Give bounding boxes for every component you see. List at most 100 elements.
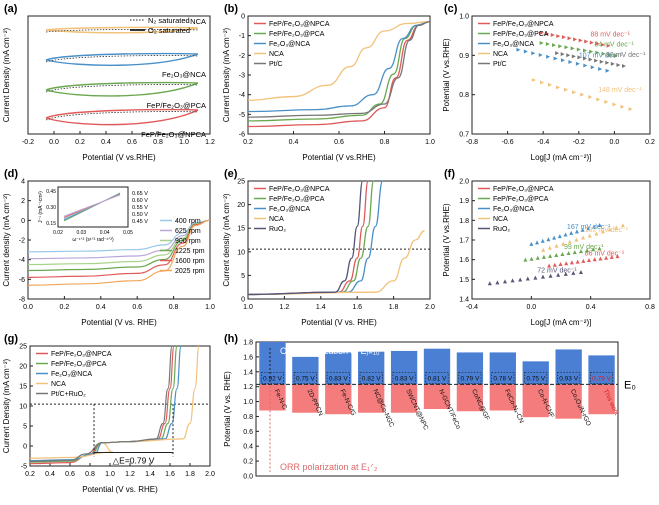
- data-point: [585, 248, 590, 253]
- y-axis-label: Current density (mA cm⁻²): [222, 193, 231, 286]
- data-point: [550, 33, 555, 38]
- data-point: [606, 43, 611, 48]
- y-tick-label: 0.4: [243, 444, 253, 451]
- legend-entry: Fe₂O₃@NCA: [493, 41, 534, 48]
- y-tick-label: 20: [237, 202, 245, 209]
- legend-entry: FeP/Fe₂O₃@NPCA: [493, 186, 554, 193]
- data-point: [605, 60, 610, 65]
- data-point: [615, 254, 620, 259]
- data-point: [552, 262, 557, 267]
- orr-bar: [456, 384, 484, 412]
- oer-bar: [423, 348, 451, 385]
- orr-bar: [423, 384, 451, 409]
- y-tick-label: -2: [239, 53, 245, 60]
- x-axis-label: Potential (V vs. RHE): [82, 485, 158, 494]
- legend-entry: NCA: [493, 51, 508, 58]
- tafel-slope-label: 84 mV dec⁻¹: [594, 42, 634, 49]
- oer-bar: [325, 352, 352, 385]
- data-point: [621, 64, 626, 69]
- delta-value-label: 0.78 V: [493, 375, 512, 382]
- y-tick-label: -5: [239, 112, 245, 119]
- legend-entry: Pt/C+RuO₂: [51, 391, 86, 398]
- x-tick-label: 0.0: [610, 139, 620, 146]
- data-point: [554, 243, 559, 248]
- y-tick-label: -1: [239, 33, 245, 40]
- data-point: [594, 231, 599, 236]
- data-point: [578, 38, 583, 43]
- x-tick-label: 1.8: [389, 304, 399, 311]
- data-point: [495, 280, 500, 285]
- data-point: [580, 92, 585, 97]
- y-tick-label: 25: [237, 179, 245, 186]
- data-point: [541, 254, 546, 259]
- data-point: [539, 30, 544, 35]
- cv-curve-o2: [45, 53, 199, 67]
- data-point: [555, 51, 560, 56]
- x-axis-label: Potential (V vs. RHE): [301, 318, 377, 327]
- data-point: [564, 45, 569, 50]
- y-tick-label: 1.0: [243, 399, 253, 406]
- x-tick-label: 0.0: [23, 304, 33, 311]
- legend-entry: FeP/Fe₂O₃@NPCA: [269, 21, 330, 28]
- data-point: [529, 241, 534, 246]
- panel-label: (a): [4, 3, 18, 15]
- legend-entry: 400 rpm: [175, 218, 201, 225]
- data-point: [560, 252, 565, 257]
- x-tick-label: 1.4: [145, 471, 155, 478]
- y-tick-label: 0.6: [243, 429, 253, 436]
- tafel-slope-label: 72 mV dec⁻¹: [537, 267, 577, 274]
- data-point: [598, 66, 603, 71]
- x-tick-label: 0.0: [49, 139, 59, 146]
- chart-b: (b) Potential (V vs.RHE) Current Density (…: [222, 3, 435, 162]
- legend-entry: FeP/Fe₂O₃@NPCA: [493, 21, 554, 28]
- data-point: [613, 53, 618, 58]
- legend-entry: FeP/Fe₂O₃@NPCA: [269, 186, 330, 193]
- delta-box: [359, 372, 383, 384]
- data-point: [620, 104, 625, 109]
- panel-label: (f): [444, 168, 455, 180]
- oer-bar: [588, 355, 615, 385]
- y-tick-label: 0.9: [459, 53, 469, 60]
- data-point: [575, 61, 580, 66]
- data-point: [612, 102, 617, 107]
- delta-value-label: 0.81 V: [428, 375, 447, 382]
- data-point: [578, 249, 583, 254]
- orr-bar: [555, 384, 582, 419]
- y-tick-label: 2.0: [459, 179, 469, 186]
- y-tick-label: 1.8: [459, 218, 469, 225]
- x-tick-label: 0.2: [75, 139, 85, 146]
- inset-x-tick-label: 0.03: [76, 230, 86, 236]
- legend-entry: FeP/Fe₂O₃@PCA: [269, 31, 325, 38]
- data-point: [540, 274, 545, 279]
- delta-value-label: 0.75 V: [526, 375, 545, 382]
- data-point: [572, 90, 577, 95]
- chart-panel-f: (f) Log[J (mA cm⁻²)] Potential (V vs.RHE) -…: [440, 165, 659, 330]
- data-point: [599, 59, 604, 64]
- x-tick-label: 0.4: [45, 471, 55, 478]
- data-point: [587, 233, 592, 238]
- x-tick-label: 0.6: [334, 139, 344, 146]
- plot-frame: [255, 341, 619, 477]
- data-point: [558, 261, 563, 266]
- y-tick-label: 1.6: [243, 354, 253, 361]
- legend-entry: NCA: [269, 51, 284, 58]
- delta-box: [293, 372, 317, 384]
- data-point: [628, 107, 633, 112]
- legend-entry: N₂ saturated: [148, 16, 190, 25]
- data-point: [554, 252, 559, 257]
- inset-legend-entry: 0.50 V: [132, 212, 148, 218]
- data-point: [546, 237, 551, 242]
- orr-bar: [588, 384, 615, 415]
- panel-label: (h): [224, 333, 238, 345]
- legend-entry: FeP/Fe₂O₃@PCA: [493, 31, 549, 38]
- delta-value-label: 0.93 V: [559, 375, 578, 382]
- data-point: [607, 227, 612, 232]
- cv-curve-n2: [45, 84, 199, 93]
- legend-entry: 1600 rpm: [175, 258, 205, 265]
- oer-bar: [390, 350, 418, 385]
- data-point: [516, 47, 521, 52]
- chart-panel-d: (d) Potential (V vs. RHE) Current density …: [0, 165, 220, 330]
- data-point: [595, 41, 600, 46]
- data-point: [539, 80, 544, 85]
- legend-entry: O₂ saturated: [148, 26, 190, 35]
